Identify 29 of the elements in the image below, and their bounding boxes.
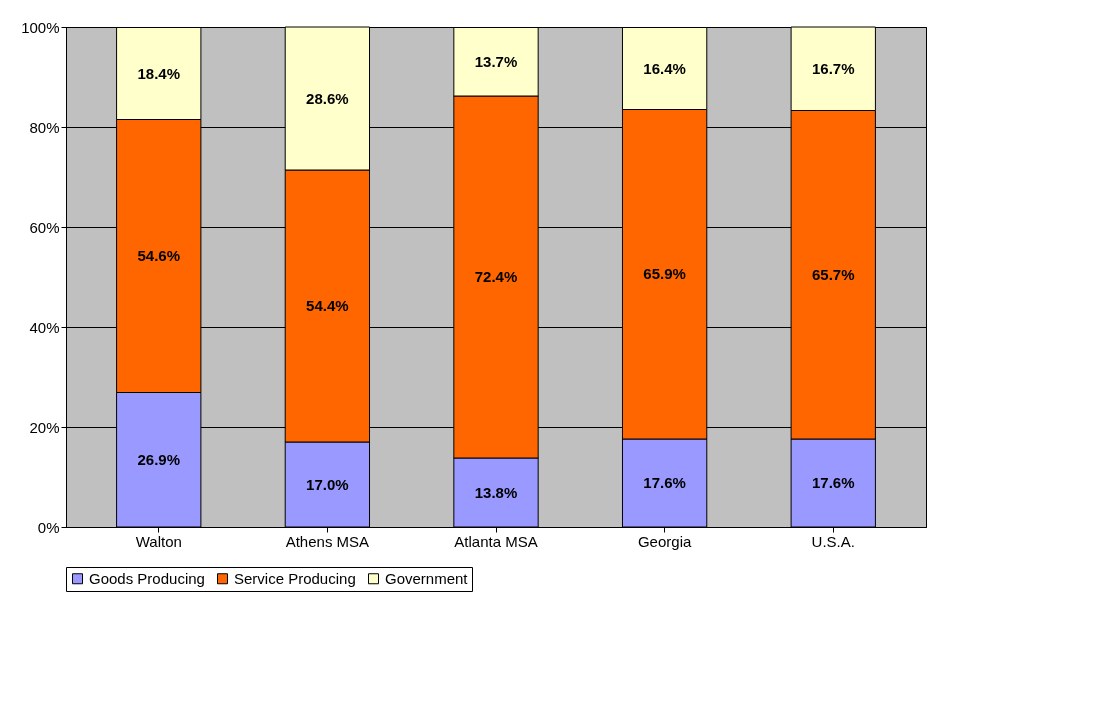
data-label: 16.7% — [811, 59, 855, 77]
x-tick-label: Atlanta MSA — [454, 532, 538, 550]
data-label: 26.9% — [137, 450, 181, 468]
x-tick-label: Athens MSA — [285, 532, 370, 550]
data-label: 65.7% — [811, 265, 855, 283]
data-label: 13.8% — [474, 483, 518, 501]
legend-label: Service Producing — [234, 569, 356, 587]
data-label: 72.4% — [474, 268, 518, 285]
data-label: 54.4% — [306, 297, 349, 314]
x-tick-label: U.S.A. — [811, 532, 855, 550]
data-label: 17.6% — [643, 474, 686, 491]
data-label: 13.7% — [474, 52, 518, 70]
data-label: 17.6% — [811, 474, 855, 491]
data-label: 65.9% — [643, 265, 686, 283]
y-tick-label: 40% — [29, 318, 60, 336]
legend-label: Goods Producing — [89, 569, 205, 587]
y-tick-label: 80% — [29, 118, 60, 136]
data-label: 16.4% — [643, 59, 686, 77]
data-label: 18.4% — [137, 64, 181, 82]
data-label: 28.6% — [306, 89, 349, 107]
y-tick-label: 0% — [37, 518, 60, 536]
x-tick-label: Georgia — [637, 532, 692, 550]
legend-label: Government — [385, 569, 469, 587]
y-tick-label: 100% — [21, 18, 60, 36]
y-tick-label: 60% — [29, 218, 60, 236]
y-tick-label: 20% — [29, 418, 60, 436]
data-label: 17.0% — [306, 475, 349, 493]
data-label: 54.6% — [137, 247, 181, 264]
x-tick-label: Walton — [135, 532, 182, 550]
